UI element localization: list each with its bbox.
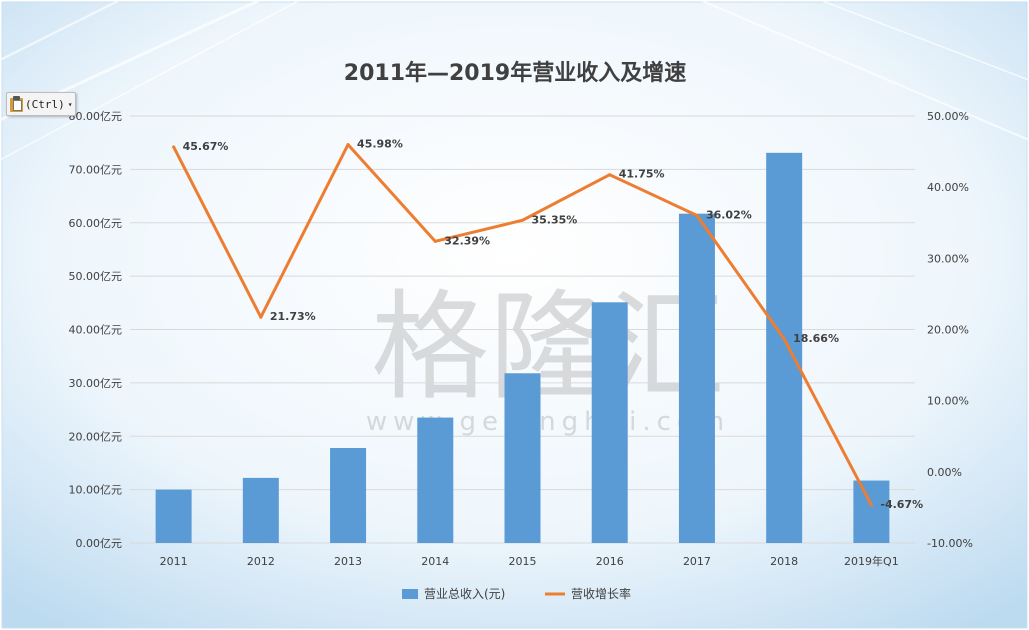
line-point <box>695 213 699 217</box>
bar <box>591 302 628 543</box>
watermark: 格隆汇 www.gelonghui.com <box>366 278 725 437</box>
x-tick-label: 2015 <box>509 555 537 568</box>
x-tick-label: 2018 <box>770 555 798 568</box>
bar-series <box>155 152 890 544</box>
chart-title: 2011年—2019年营业收入及增速 <box>344 60 686 86</box>
data-label: 41.75% <box>619 168 665 181</box>
x-tick-label: 2011 <box>160 555 188 568</box>
line-point <box>782 337 786 341</box>
left-tick-label: 10.00亿元 <box>69 484 123 497</box>
bar <box>853 480 890 543</box>
line-point <box>433 239 437 243</box>
data-label: 35.35% <box>532 213 578 226</box>
left-tick-label: 60.00亿元 <box>69 217 123 230</box>
data-label: 45.98% <box>357 138 403 151</box>
left-tick-label: 20.00亿元 <box>69 430 123 443</box>
bar <box>678 213 715 543</box>
bar <box>504 373 541 543</box>
legend: 营业总收入(元) 营收增长率 <box>402 586 631 601</box>
line-point <box>172 145 176 149</box>
paste-options-label: (Ctrl) <box>25 97 65 111</box>
data-label: 36.02% <box>706 208 752 221</box>
right-tick-label: -10.00% <box>927 537 973 550</box>
line-point <box>608 173 612 177</box>
x-tick-label: 2014 <box>421 555 449 568</box>
right-tick-label: 30.00% <box>927 252 969 265</box>
right-tick-label: 40.00% <box>927 181 969 194</box>
right-tick-label: 50.00% <box>927 110 969 123</box>
line-point <box>521 218 524 222</box>
left-tick-label: 40.00亿元 <box>69 324 123 337</box>
left-tick-label: 30.00亿元 <box>69 377 123 390</box>
bar <box>417 417 454 543</box>
x-tick-label: 2012 <box>247 555 275 568</box>
x-tick-label: 2017 <box>683 555 711 568</box>
line-point <box>259 315 263 319</box>
left-axis: 0.00亿元 10.00亿元 20.00亿元 30.00亿元 40.00亿元 50.00亿… <box>69 110 123 550</box>
clipboard-icon <box>10 96 23 112</box>
line-point <box>869 503 873 507</box>
left-tick-label: 80.00亿元 <box>69 110 123 123</box>
data-label: -4.67% <box>880 498 923 511</box>
data-label: 45.67% <box>183 140 229 153</box>
right-tick-label: 20.00% <box>927 324 969 337</box>
bar <box>330 447 367 543</box>
right-tick-label: 0.00% <box>927 466 962 479</box>
paste-options-button[interactable]: (Ctrl) ▾ <box>6 92 76 116</box>
data-label: 18.66% <box>793 332 839 345</box>
right-tick-label: 10.00% <box>927 395 969 408</box>
right-axis: -10.00% 0.00% 10.00% 20.00% 30.00% 40.00% 50.0… <box>927 110 973 550</box>
line-series: 45.67% 21.73% 45.98% 32.39% 35.35% 41.75% 36.0… <box>172 138 923 511</box>
data-label: 32.39% <box>444 234 490 247</box>
bar <box>155 489 192 543</box>
x-tick-label: 2016 <box>596 555 624 568</box>
legend-label: 营业总收入(元) <box>424 587 505 601</box>
legend-bar-swatch <box>402 589 418 599</box>
x-tick-label: 2019年Q1 <box>844 554 899 568</box>
bar <box>242 477 279 543</box>
legend-label: 营收增长率 <box>571 586 631 601</box>
data-label: 21.73% <box>270 310 316 323</box>
left-tick-label: 0.00亿元 <box>76 537 123 550</box>
left-tick-label: 50.00亿元 <box>69 270 123 283</box>
chevron-down-icon: ▾ <box>67 99 73 109</box>
left-tick-label: 70.00亿元 <box>69 163 123 176</box>
bar <box>766 152 803 544</box>
x-axis: 2011 2012 2013 2014 2015 2016 2017 2018 2019年Q1 <box>160 554 899 568</box>
x-tick-label: 2013 <box>334 555 362 568</box>
line-point <box>346 143 350 147</box>
watermark-text: 格隆汇 <box>371 278 725 416</box>
